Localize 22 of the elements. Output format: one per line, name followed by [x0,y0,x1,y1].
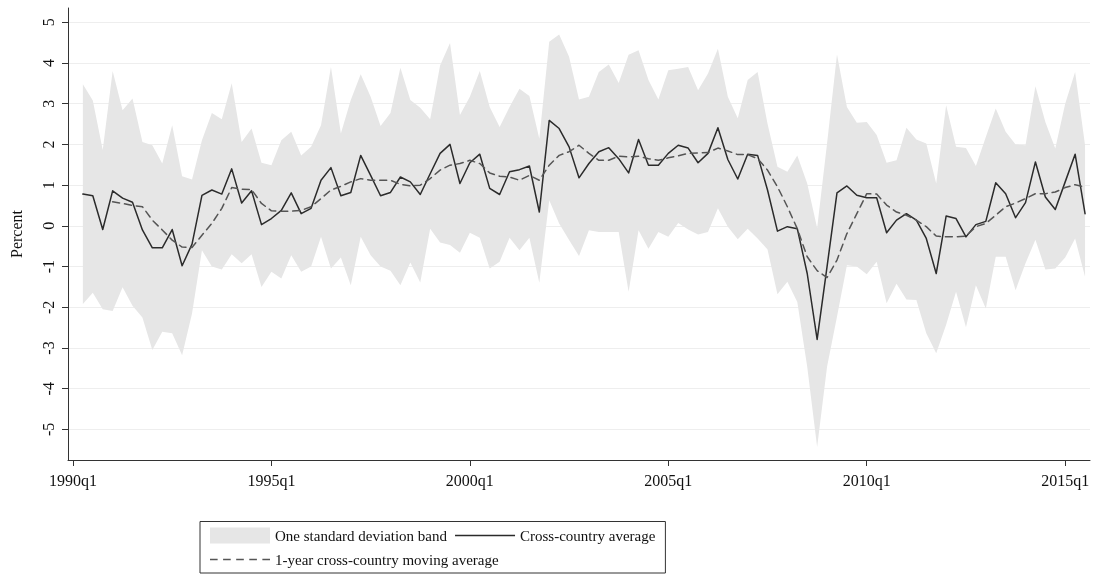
line-series [82,119,1086,341]
y-tick-label: -4 [39,382,57,396]
y-tick-label: -5 [39,422,57,437]
y-tick-label: 4 [39,58,57,67]
x-tick-label: 1995q1 [247,471,296,490]
y-tick-label: -2 [39,300,57,314]
y-tick-label: 0 [39,221,57,230]
x-tick-label: 2000q1 [445,471,494,490]
y-tick-label: 1 [39,181,57,190]
text: One standard deviation band [275,527,448,544]
y-tick-label: 2 [39,140,57,149]
legend-label: 1-year cross-country moving average [275,551,499,568]
x-tick-label: 2005q1 [644,471,693,490]
x-tick-label: 2010q1 [842,471,891,490]
y-tick-label: -1 [39,259,57,274]
y-tick-label: 3 [39,99,57,108]
y-tick-label: -3 [39,341,57,355]
x-tick-label: 2015q1 [1041,471,1090,490]
x-tick-label: 1990q1 [48,471,97,490]
y-axis-title: Percent [7,209,25,258]
y-tick-label: 5 [39,18,57,27]
legend-label: Cross-country average [520,527,656,544]
